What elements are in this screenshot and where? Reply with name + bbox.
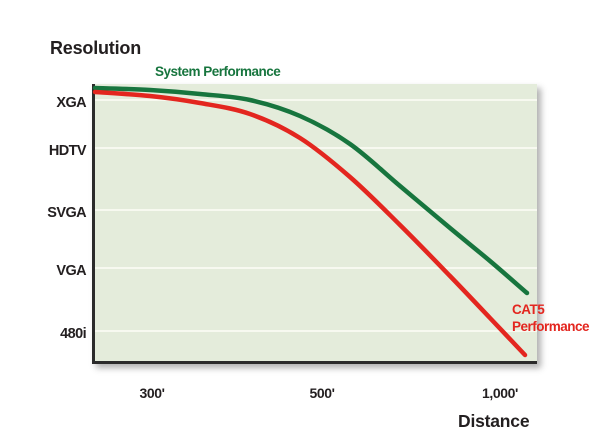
x-tick-300: 300' (139, 385, 165, 401)
x-tick-500: 500' (309, 385, 335, 401)
legend-system-performance: System Performance (155, 64, 281, 79)
legend-cat5-line2: Performance (512, 318, 590, 334)
gridline-480i (95, 330, 537, 332)
gridline-xga (95, 99, 537, 101)
plot-area (92, 84, 537, 364)
gridline-hdtv (95, 147, 537, 149)
x-tick-1000: 1,000' (482, 385, 518, 401)
legend-cat5-performance: CAT5 Performance (512, 302, 590, 335)
gridline-vga (95, 267, 537, 269)
gridline-svga (95, 209, 537, 211)
y-tick-480i: 480i (60, 326, 86, 342)
y-tick-hdtv: HDTV (48, 143, 87, 159)
y-tick-xga: XGA (56, 95, 86, 111)
x-axis-title: Distance (458, 411, 530, 431)
y-axis-title: Resolution (50, 38, 141, 58)
legend-cat5-line1: CAT5 (512, 302, 545, 317)
y-tick-svga: SVGA (47, 205, 86, 221)
y-tick-vga: VGA (56, 263, 86, 279)
